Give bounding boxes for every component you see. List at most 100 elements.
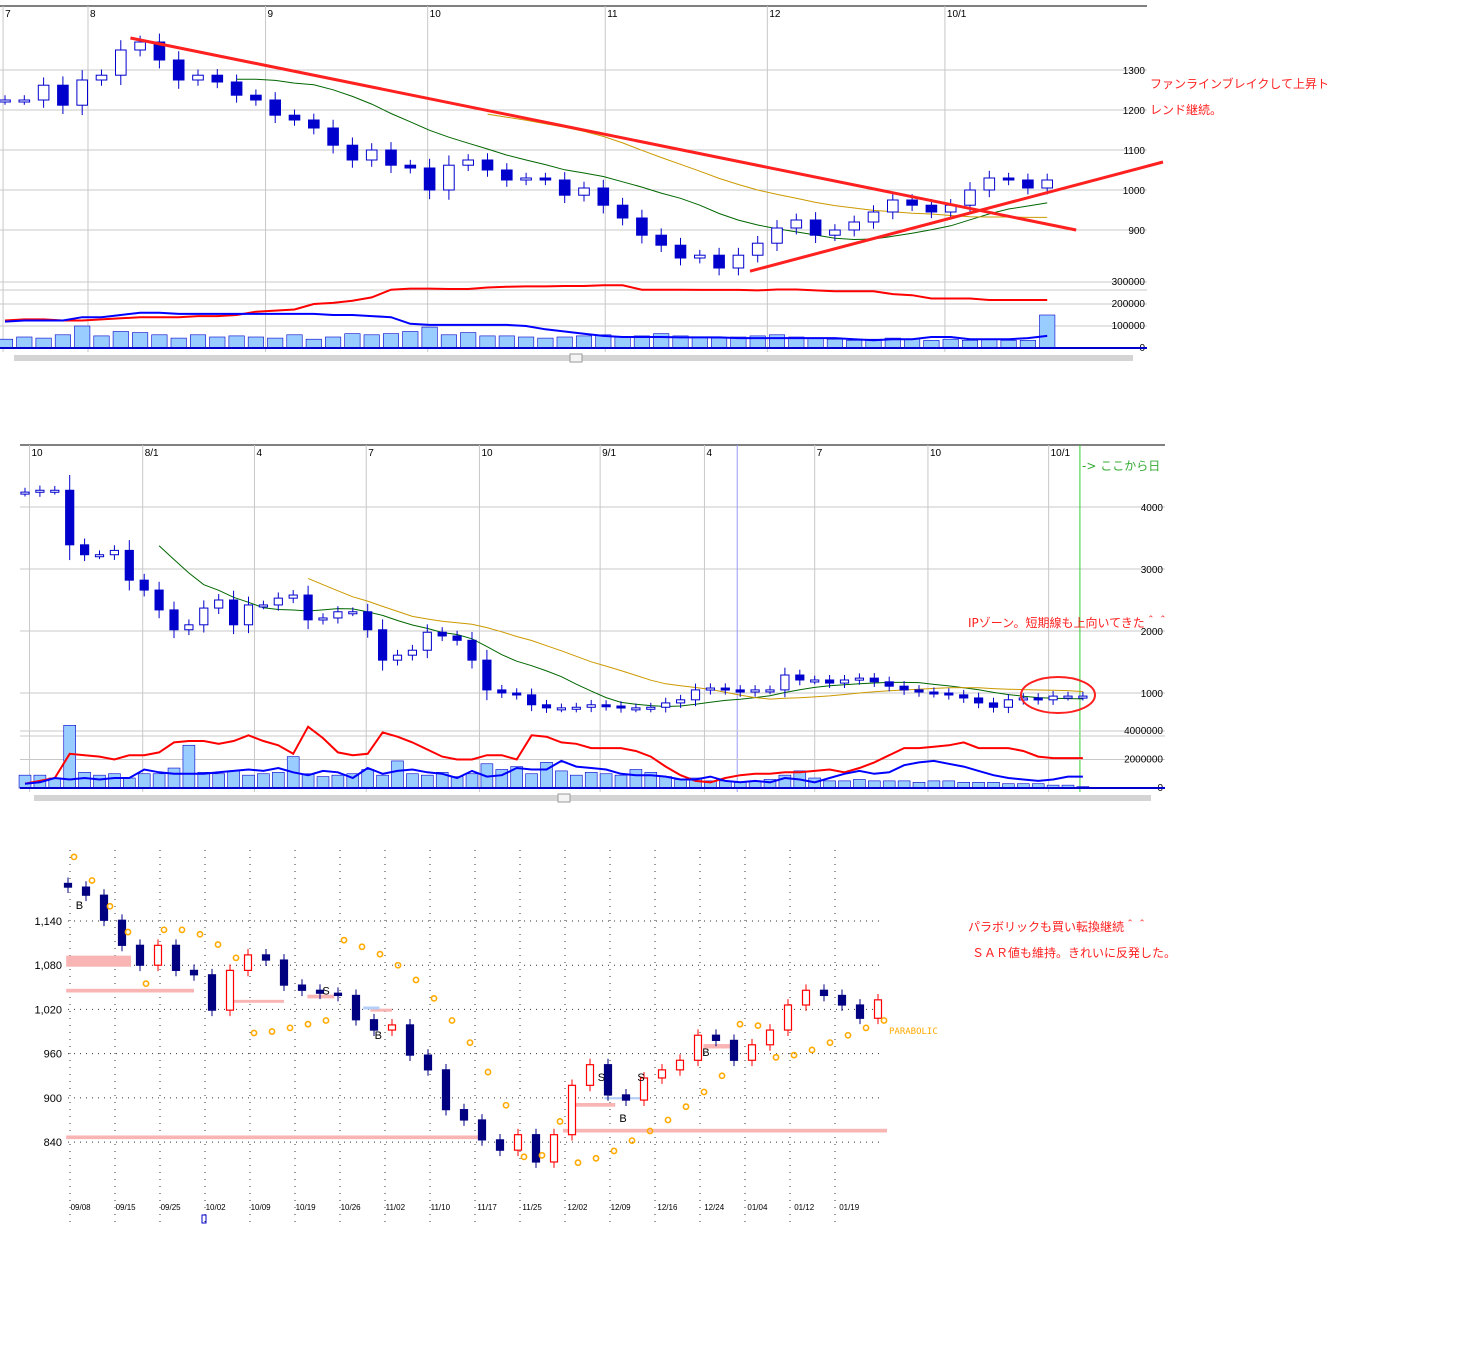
- candle-up: [184, 624, 194, 631]
- candle-down: [154, 589, 164, 611]
- candle-down: [512, 692, 522, 696]
- volume-bar: [167, 767, 181, 789]
- candle-down: [809, 219, 822, 236]
- date-tick-label: 12/02: [567, 1203, 588, 1212]
- candle-down: [899, 685, 909, 691]
- volume-tick-label: 2000000: [1124, 755, 1163, 766]
- sar-dot: [214, 941, 222, 948]
- sar-dot: [610, 1147, 618, 1155]
- candle-up: [192, 74, 204, 81]
- horizontal-scrollbar[interactable]: [34, 795, 1151, 801]
- sar-dot: [196, 930, 204, 938]
- sar-dot: [142, 980, 150, 988]
- volume-blue-line: [24, 759, 1083, 785]
- date-tick-label: 11/10: [431, 1203, 451, 1212]
- volume-bar: [316, 776, 330, 789]
- volume-bar: [242, 774, 255, 789]
- candle-up: [35, 489, 45, 493]
- date-tick-label: 01/04: [747, 1203, 768, 1212]
- sar-dot: [322, 1017, 330, 1024]
- candle-down: [959, 694, 969, 699]
- volume-bar: [35, 337, 52, 349]
- sar-dot: [340, 936, 348, 944]
- candle-up: [631, 707, 641, 711]
- volume-bar: [361, 769, 374, 789]
- sar-dot: [88, 877, 96, 884]
- sar-dot: [844, 1031, 852, 1039]
- volume-bar: [152, 773, 166, 789]
- scrollbar-thumb[interactable]: [569, 353, 583, 363]
- date-tick-label: 12/16: [657, 1203, 678, 1212]
- candle-up: [134, 41, 146, 51]
- candle-up: [109, 549, 119, 556]
- sar-dot: [808, 1046, 816, 1054]
- sar-dot: [430, 994, 438, 1002]
- volume-bar: [132, 332, 149, 349]
- candle-down: [135, 944, 145, 966]
- candle-down: [825, 679, 835, 684]
- date-tick-label: 10/02: [206, 1203, 227, 1212]
- candle-up: [1041, 179, 1054, 189]
- candle-up: [676, 699, 686, 704]
- candle-up: [199, 607, 209, 626]
- price-tick-label: 1000: [1141, 689, 1164, 700]
- candle-up: [780, 674, 790, 691]
- volume-bar: [465, 773, 479, 789]
- volume-bar: [267, 337, 284, 349]
- candle-down: [81, 886, 91, 896]
- ip-zone-circle: [1020, 676, 1096, 714]
- candle-up: [705, 687, 715, 691]
- signal-label-S: S: [637, 1072, 644, 1084]
- candle-up: [365, 149, 378, 161]
- volume-bar: [537, 337, 554, 349]
- candle-down: [57, 84, 69, 106]
- support-band: [307, 994, 335, 999]
- volume-bar: [942, 338, 959, 349]
- sar-dot: [700, 1088, 708, 1096]
- signal-label-B: B: [76, 900, 83, 912]
- volume-bar: [823, 780, 836, 789]
- candle-down: [481, 159, 494, 171]
- candle-down: [99, 894, 109, 921]
- volume-bar: [711, 337, 728, 349]
- price-tick-label: 3000: [1141, 565, 1164, 576]
- date-tick-label: 8: [90, 9, 96, 20]
- candle-up: [854, 677, 864, 681]
- candle-down: [333, 992, 343, 997]
- support-band: [572, 1103, 616, 1107]
- candle-up: [732, 254, 745, 269]
- candle-up: [765, 1029, 775, 1046]
- candle-up: [392, 654, 403, 661]
- candle-up: [810, 679, 820, 683]
- candle-down: [139, 579, 149, 591]
- candle-down: [713, 254, 725, 269]
- candle-down: [297, 984, 307, 991]
- candle-down: [363, 611, 373, 631]
- sar-dot: [646, 1127, 654, 1135]
- date-tick-label: 10/26: [341, 1203, 362, 1212]
- price-tick-label: 1,080: [34, 960, 62, 972]
- chart-daily-ip-zone: 4000 3000 2000 1000 10 8/1 4 7 10 9/1 4 7 10 10/1 4000…: [18, 444, 1165, 803]
- support-band: [66, 1135, 479, 1140]
- volume-bar: [807, 337, 824, 349]
- scrollbar-thumb[interactable]: [557, 793, 571, 803]
- volume-tick-label: 4000000: [1124, 726, 1163, 737]
- fan-trendline: [130, 36, 1077, 232]
- candle-down: [229, 599, 239, 626]
- date-tick-label: 10: [430, 9, 442, 20]
- candle-down: [346, 144, 359, 161]
- candle-down: [211, 74, 224, 83]
- volume-bar: [137, 773, 151, 789]
- candle-down: [307, 119, 320, 129]
- sar-dot: [754, 1022, 762, 1030]
- candle-up: [801, 989, 811, 1006]
- candle-down: [925, 204, 938, 213]
- support-band: [66, 955, 131, 967]
- price-tick-label: 900: [44, 1093, 62, 1105]
- volume-bar: [653, 333, 670, 349]
- sar-dot: [394, 961, 402, 969]
- volume-bar: [209, 336, 226, 349]
- candle-up: [333, 611, 343, 619]
- candle-down: [497, 689, 507, 694]
- candle-down: [172, 59, 185, 81]
